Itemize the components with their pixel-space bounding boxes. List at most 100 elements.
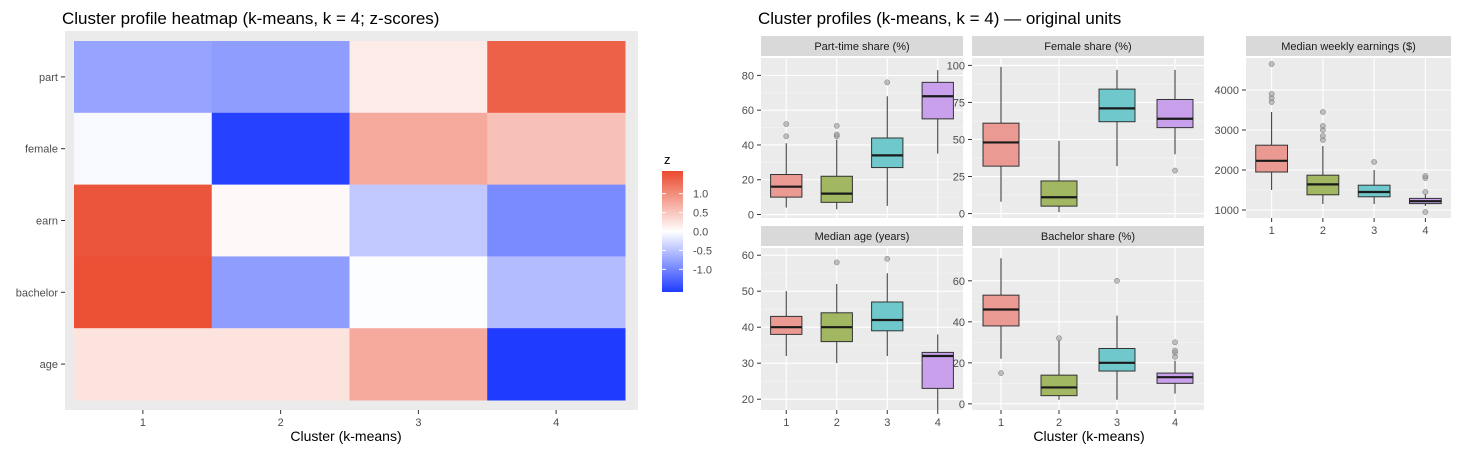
box-iqr [1255,144,1289,173]
boxplot-title: Cluster profiles (k-means, k = 4) — orig… [758,9,1121,28]
boxplot-box-2 [1040,335,1078,400]
boxplot-box-1 [770,291,803,356]
x-tick-label: 3 [884,417,890,429]
heatmap-cell [349,112,488,186]
heatmap-cell [487,112,626,186]
x-tick-label: 2 [1056,417,1062,429]
heatmap-cell [487,184,626,257]
outlier-point [1422,173,1429,179]
x-tick-label: 4 [553,417,559,429]
box-iqr [1098,88,1136,123]
x-tick-label: 3 [415,417,421,429]
outlier-point [1422,209,1429,215]
outlier-point [1422,189,1429,195]
y-tick-label: 25 [953,172,965,184]
facet-strip [761,226,963,246]
heatmap-cell [74,184,213,257]
boxplot-box-3 [871,79,904,206]
y-tick-label: 100 [947,60,965,72]
y-tick-label: female [25,144,58,156]
boxplot-box-1 [982,258,1020,376]
heatmap-cell [487,256,626,329]
facet-panel-background [972,248,1204,410]
heatmap-cell [211,256,350,329]
legend-title: z [664,152,671,167]
heatmap-x-axis-title: Cluster (k-means) [290,428,401,444]
y-tick-label: 40 [953,317,965,329]
legend-tick-label: 1.0 [693,189,708,201]
outlier-point [833,259,840,266]
outlier-point [833,122,840,129]
outlier-point [1268,91,1275,97]
outlier-point [783,121,790,127]
heatmap-cell [211,184,350,257]
legend-tick-label: -0.5 [693,245,712,257]
heatmap-legend: z 1.0 0.5 0.0 -0.5 -1.0 [662,152,712,292]
boxplot-x-axis-title: Cluster (k-means) [1033,428,1144,444]
outlier-point [1268,61,1275,67]
x-tick-label: 3 [1371,225,1377,237]
box-iqr [1098,347,1136,372]
x-tick-label: 4 [1172,417,1178,429]
facet-panel: Part-time share (%) 0 20 40 60 80 [742,36,963,222]
y-tick-label: 1000 [1215,205,1239,217]
x-tick-label: 1 [1269,225,1275,237]
boxplot-box-3 [871,255,904,356]
y-tick-label: 4000 [1215,85,1239,97]
boxplot-box-4 [1156,339,1194,394]
facet-strip [761,36,963,56]
boxplot-box-2 [1040,140,1078,213]
facet-panel: Median age (years) 20 30 40 50 60 1 2 3 4 [742,226,963,429]
facet-strip-label: Median age (years) [815,231,910,243]
facet-strip [972,226,1204,246]
boxplot-box-4 [1156,69,1194,174]
x-tick-label: 2 [278,417,284,429]
facet-strip [972,36,1204,56]
heatmap-cell [74,256,213,329]
legend-tick-label: 0.5 [693,208,708,220]
facet-strip [1246,36,1451,56]
outlier-point [1172,167,1178,174]
boxplot-box-1 [1255,61,1289,190]
facet-panel: Bachelor share (%) 0 20 40 60 1 2 3 4 [953,226,1204,429]
y-tick-label: 30 [742,358,754,370]
heatmap-cell [349,184,488,257]
heatmap-cell [487,328,626,401]
outlier-point [783,133,790,140]
y-tick-label: 75 [953,97,965,109]
x-tick-label: 2 [1320,225,1326,237]
heatmap-cell [74,41,213,114]
heatmap-cell [487,41,626,114]
facet-strip-label: Median weekly earnings ($) [1281,41,1416,53]
heatmap-cell [211,41,350,114]
y-tick-label: part [39,72,58,84]
legend-tick-label: 0.0 [693,227,708,239]
boxplot-box-1 [982,66,1020,202]
facet-panel-background [1246,58,1451,218]
box-iqr [921,351,954,389]
box-iqr [871,301,904,332]
heatmap-title: Cluster profile heatmap (k-means, k = 4;… [62,9,439,28]
boxplot-box-4 [921,334,954,410]
facet-panel: Female share (%) 0 25 50 75 100 [947,36,1204,221]
boxplot-box-2 [1306,109,1340,204]
y-tick-label: 3000 [1215,125,1239,137]
box-iqr [1156,98,1194,129]
outlier-point [998,370,1004,376]
y-tick-label: 60 [742,105,754,117]
boxplot-box-1 [770,121,803,208]
boxplot-box-3 [1098,277,1136,400]
y-tick-label: 40 [742,140,754,152]
outlier-point [1172,347,1178,354]
y-tick-label: 60 [742,250,754,262]
facet-panel: Median weekly earnings ($) 1000 2000 3000 40… [1215,36,1451,237]
boxplot-box-4 [1408,173,1442,215]
box-iqr [921,81,954,120]
x-tick-label: 4 [1422,225,1428,237]
y-tick-label: age [40,359,58,371]
outlier-point [833,131,840,138]
x-tick-label: 1 [783,417,789,429]
